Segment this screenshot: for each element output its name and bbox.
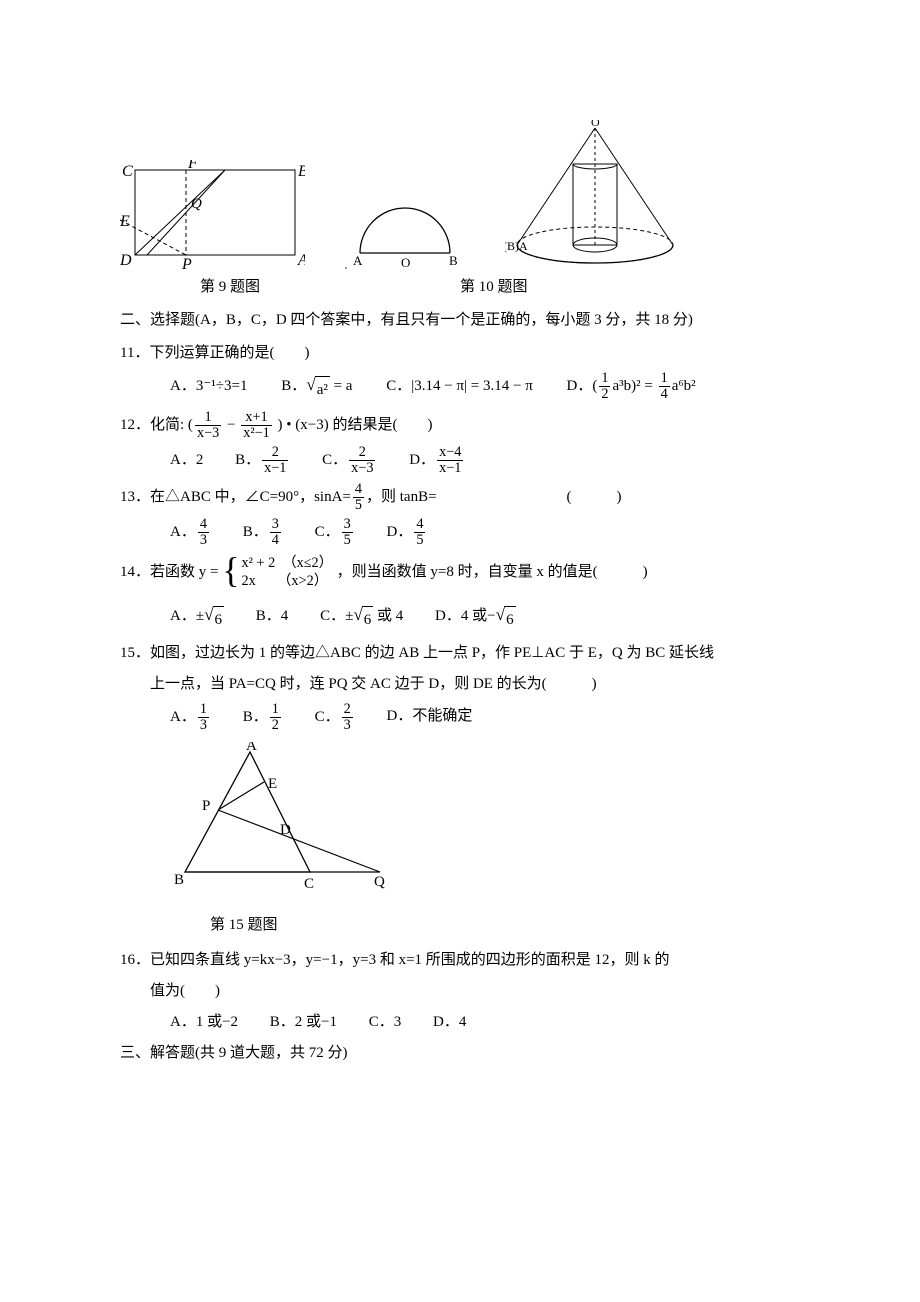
figure-10b: O (B)A [505, 120, 685, 270]
q15-cont: 上一点，当 PA=CQ 时，连 PQ 交 AC 边于 D，则 DE 的长为( ) [120, 671, 810, 698]
svg-text:P: P [202, 798, 210, 814]
figure-15: A E P D B C Q [120, 742, 810, 902]
q12-num: 12． [120, 417, 150, 433]
section-3-heading: 三、解答题(共 9 道大题，共 72 分) [120, 1040, 810, 1067]
caption-10: 第 10 题图 [460, 274, 528, 301]
q11-A: A．3⁻¹÷3=1 [170, 373, 247, 400]
svg-text:Q: Q [374, 874, 385, 890]
figures-row: C F B E Q D P A A O B O [120, 120, 810, 270]
q14-D: D．4 或−√6 [435, 603, 516, 634]
question-12: 12．化简: (1x−3 − x+1x²−1 ) • (x−3) 的结果是( ) [120, 410, 810, 441]
triangle-svg: A E P D B C Q [160, 742, 385, 892]
svg-text:B: B [174, 872, 184, 888]
q16-num: 16． [120, 952, 150, 968]
q16-D: D．4 [433, 1009, 466, 1036]
section-2-heading: 二、选择题(A，B，C，D 四个答案中，有且只有一个是正确的，每小题 3 分，共… [120, 307, 810, 334]
q13-num: 13． [120, 489, 150, 505]
svg-text:C: C [304, 876, 314, 892]
q11-D: D．(12a³b)² = 14a⁶b² [567, 371, 696, 402]
caption-9: 第 9 题图 [200, 274, 260, 301]
svg-text:Q: Q [191, 196, 202, 212]
q13-B: B．34 [243, 517, 283, 548]
figure-captions: 第 9 题图 第 10 题图 [120, 274, 810, 301]
q12-C: C．2x−3 [322, 445, 377, 476]
svg-text:A: A [353, 253, 363, 268]
q11-num: 11． [120, 345, 149, 361]
q12-B: B．2x−1 [235, 445, 290, 476]
q15-A: A．13 [170, 702, 211, 733]
caption-15: 第 15 题图 [120, 912, 810, 939]
svg-text:(B)A: (B)A [505, 239, 528, 253]
q16-B: B．2 或−1 [270, 1009, 337, 1036]
svg-text:D: D [280, 822, 291, 838]
fig9-svg: C F B E Q D P A [120, 160, 305, 270]
q11-options: A．3⁻¹÷3=1 B．√a² = a C．|3.14 − π| = 3.14 … [120, 371, 810, 404]
semicircle-svg: A O B [345, 195, 465, 270]
question-13: 13．在△ABC 中，∠C=90°，sinA=45，则 tanB=( ) [120, 482, 810, 513]
q13-C: C．35 [315, 517, 355, 548]
q13-options: A．43 B．34 C．35 D．45 [120, 517, 810, 548]
svg-text:O: O [591, 120, 600, 129]
q15-num: 15． [120, 645, 150, 661]
svg-text:E: E [268, 776, 277, 792]
q16-C: C．3 [369, 1009, 402, 1036]
svg-text:P: P [181, 256, 192, 270]
svg-text:B: B [449, 253, 458, 268]
svg-text:F: F [187, 160, 198, 172]
q11-B: B．√a² = a [281, 373, 352, 404]
q14-B: B．4 [256, 603, 289, 630]
svg-text:B: B [298, 163, 305, 180]
cone-svg: O (B)A [505, 120, 685, 270]
figure-9: C F B E Q D P A [120, 160, 305, 270]
q11-C: C．|3.14 − π| = 3.14 − π [386, 373, 533, 400]
svg-text:O: O [401, 255, 410, 270]
q15-D: D．不能确定 [387, 703, 473, 730]
q14-A: A．±√6 [170, 603, 224, 634]
svg-text:D: D [120, 252, 132, 269]
piecewise: { x² + 2 （x≤2） 2x （x>2） [222, 554, 333, 591]
q14-options: A．±√6 B．4 C．±√6 或 4 D．4 或−√6 [120, 603, 810, 634]
q14-C: C．±√6 或 4 [320, 603, 403, 634]
q12-D: D．x−4x−1 [409, 445, 465, 476]
question-15: 15．如图，过边长为 1 的等边△ABC 的边 AB 上一点 P，作 PE⊥AC… [120, 640, 810, 667]
q15-options: A．13 B．12 C．23 D．不能确定 [120, 702, 810, 733]
svg-text:E: E [120, 213, 130, 230]
q12-A: A．2 [170, 447, 203, 474]
q16-options: A．1 或−2 B．2 或−1 C．3 D．4 [120, 1009, 810, 1036]
q13-A: A．43 [170, 517, 211, 548]
q11-text: 下列运算正确的是( ) [149, 345, 309, 361]
q14-num: 14． [120, 563, 150, 579]
question-11: 11．下列运算正确的是( ) [120, 340, 810, 367]
q16-cont: 值为( ) [120, 978, 810, 1005]
question-14: 14．若函数 y = { x² + 2 （x≤2） 2x （x>2） ，则当函数… [120, 554, 810, 591]
q12-options: A．2 B．2x−1 C．2x−3 D．x−4x−1 [120, 445, 810, 476]
q16-A: A．1 或−2 [170, 1009, 238, 1036]
q15-C: C．23 [315, 702, 355, 733]
q13-D: D．45 [387, 517, 428, 548]
figure-10a: A O B [345, 195, 465, 270]
svg-text:A: A [246, 742, 257, 754]
question-16: 16．已知四条直线 y=kx−3，y=−1，y=3 和 x=1 所围成的四边形的… [120, 947, 810, 974]
q15-B: B．12 [243, 702, 283, 733]
svg-text:C: C [122, 163, 133, 180]
svg-text:A: A [297, 252, 305, 269]
